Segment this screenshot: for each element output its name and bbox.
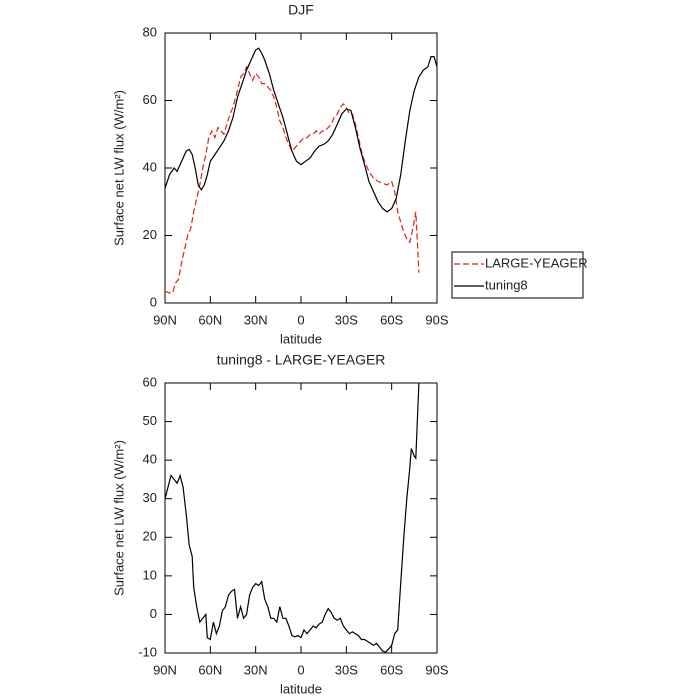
legend-label: tuning8 — [485, 277, 528, 292]
y-tick-label: 60 — [143, 374, 157, 389]
y-axis-label: Surface net LW flux (W/m²) — [111, 440, 126, 596]
data-line — [164, 65, 420, 294]
x-tick-label: 90N — [153, 312, 177, 327]
y-tick-label: 30 — [143, 490, 157, 505]
x-tick-label: 90N — [153, 662, 177, 677]
x-axis-label: latitude — [280, 331, 322, 346]
data-line — [164, 47, 438, 213]
x-tick-label: 30N — [244, 662, 268, 677]
y-tick-label: 0 — [150, 294, 157, 309]
y-tick-label: 60 — [143, 92, 157, 107]
x-tick-label: 60N — [198, 312, 222, 327]
x-tick-label: 60N — [198, 662, 222, 677]
y-tick-label: 20 — [143, 227, 157, 242]
x-tick-label: 30S — [335, 662, 358, 677]
y-tick-label: 10 — [143, 567, 157, 582]
chart-title: tuning8 - LARGE-YEAGER — [217, 352, 386, 368]
plot-frame — [164, 32, 438, 304]
x-tick-label: 0 — [297, 662, 304, 677]
y-axis-label: Surface net LW flux (W/m²) — [111, 90, 126, 246]
y-tick-label: 50 — [143, 413, 157, 428]
y-tick-label: 20 — [143, 529, 157, 544]
x-tick-label: 90S — [425, 662, 448, 677]
x-tick-label: 60S — [380, 312, 403, 327]
x-axis-label: latitude — [280, 681, 322, 696]
legend-label: LARGE-YEAGER — [485, 255, 588, 270]
x-tick-label: 0 — [297, 312, 304, 327]
y-tick-label: -10 — [138, 644, 157, 659]
x-tick-label: 30N — [244, 312, 268, 327]
y-tick-label: 40 — [143, 159, 157, 174]
x-tick-label: 30S — [335, 312, 358, 327]
y-tick-label: 0 — [150, 606, 157, 621]
x-tick-label: 60S — [380, 662, 403, 677]
y-tick-label: 80 — [143, 24, 157, 39]
y-tick-label: 40 — [143, 452, 157, 467]
x-tick-label: 90S — [425, 312, 448, 327]
plot-frame — [164, 382, 438, 654]
data-line — [164, 382, 420, 653]
legend-box — [451, 251, 584, 299]
chart-title: DJF — [288, 2, 314, 18]
